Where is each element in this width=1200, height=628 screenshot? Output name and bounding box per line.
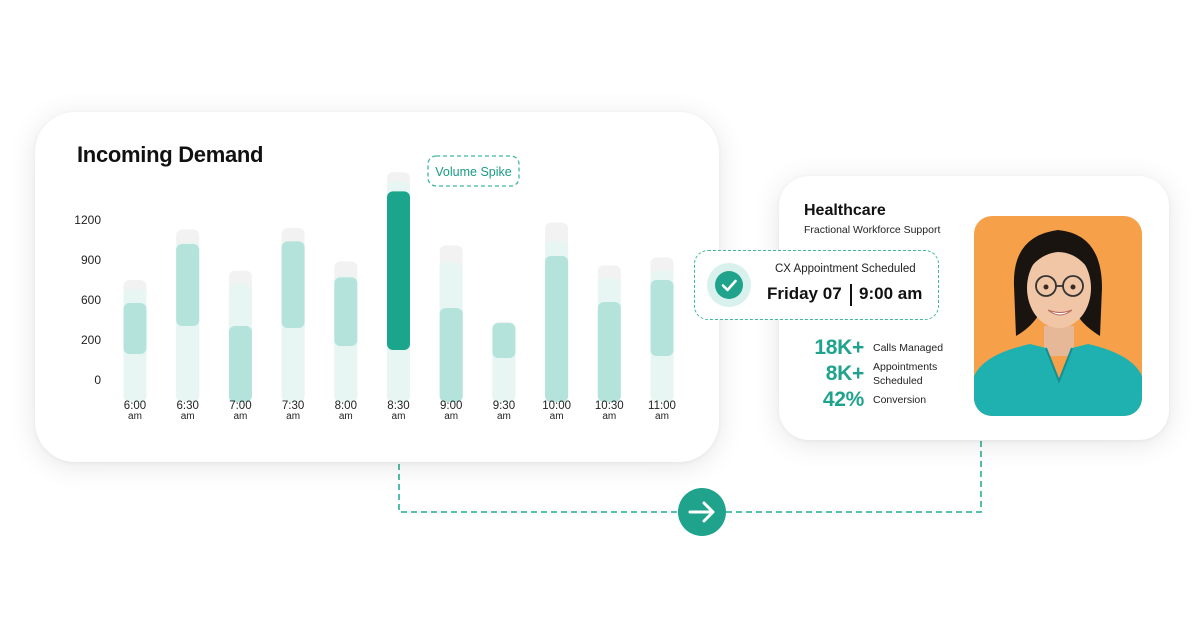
x-tick-label: 8:30 — [387, 400, 409, 412]
check-icon — [707, 263, 751, 307]
x-tick-sublabel: am — [128, 411, 142, 422]
stat-calls-label: Calls Managed — [873, 342, 944, 354]
y-axis: 0 200 600 900 1200 — [74, 213, 101, 387]
x-tick-label: 7:00 — [229, 400, 251, 412]
stat-conversion-value: 42% — [822, 388, 864, 411]
healthcare-subtitle: Fractional Workforce Support — [804, 224, 941, 236]
y-tick-label: 600 — [81, 293, 101, 307]
bar-highlight — [387, 191, 410, 350]
x-tick-sublabel: am — [602, 411, 616, 422]
bar — [123, 303, 147, 354]
appointment-time: 9:00 am — [859, 284, 923, 303]
x-tick-label: 6:30 — [177, 400, 199, 412]
x-tick-label: 10:30 — [595, 400, 624, 412]
stat-appointments-value: 8K+ — [825, 362, 865, 385]
x-tick-sublabel: am — [233, 411, 247, 422]
appointment-day: Friday 07 — [767, 284, 842, 303]
arrow-right-icon — [688, 501, 715, 523]
bar — [176, 244, 200, 326]
appointment-card: CX Appointment Scheduled Friday 07 9:00 … — [694, 250, 939, 320]
x-tick-label: 10:00 — [542, 400, 571, 412]
stat-appointments-label-line2: Scheduled — [873, 375, 923, 387]
bar — [281, 241, 305, 328]
bars — [123, 172, 674, 402]
healthcare-title: Healthcare — [804, 202, 886, 219]
healthcare-worker-photo — [974, 216, 1142, 416]
x-tick-sublabel: am — [444, 411, 458, 422]
x-tick-sublabel: am — [497, 411, 511, 422]
x-tick-sublabel: am — [550, 411, 564, 422]
arrow-button[interactable] — [678, 488, 726, 536]
x-tick-label: 7:30 — [282, 400, 304, 412]
x-tick-label: 11:00 — [648, 400, 676, 412]
volume-spike-label: Volume Spike — [435, 165, 511, 179]
x-tick-sublabel: am — [339, 411, 353, 422]
bar — [334, 277, 358, 346]
stat-conversion-label: Conversion — [873, 394, 927, 406]
appointment-title: CX Appointment Scheduled — [775, 263, 916, 275]
y-tick-label: 900 — [81, 253, 101, 267]
appointment-divider — [850, 284, 852, 306]
y-tick-label: 0 — [94, 373, 101, 387]
incoming-demand-card: Incoming Demand 0 200 600 900 1200 6:00 am 6:3… — [35, 112, 719, 462]
x-tick-label: 9:30 — [493, 400, 515, 412]
bar — [228, 326, 252, 402]
y-tick-label: 1200 — [74, 213, 101, 227]
stat-calls-value: 18K+ — [814, 336, 864, 359]
x-tick-label: 6:00 — [124, 400, 146, 412]
x-tick-label: 8:00 — [335, 400, 357, 412]
chart-title: Incoming Demand — [77, 142, 264, 167]
bar — [650, 280, 674, 356]
x-tick-sublabel: am — [655, 411, 669, 422]
y-tick-label: 200 — [81, 333, 101, 347]
stat-appointments-label-line1: Appointments — [873, 361, 938, 373]
x-tick-sublabel: am — [181, 411, 195, 422]
x-tick-sublabel: am — [286, 411, 300, 422]
x-tick-sublabel: am — [392, 411, 406, 422]
bar — [597, 302, 621, 402]
bar — [492, 323, 516, 358]
x-tick-label: 9:00 — [440, 400, 462, 412]
x-axis: 6:00am6:30am7:00am7:30am8:00am8:30am9:00… — [124, 400, 676, 422]
bar — [545, 256, 569, 402]
volume-spike-annotation: Volume Spike — [427, 155, 520, 187]
bar — [439, 308, 463, 402]
